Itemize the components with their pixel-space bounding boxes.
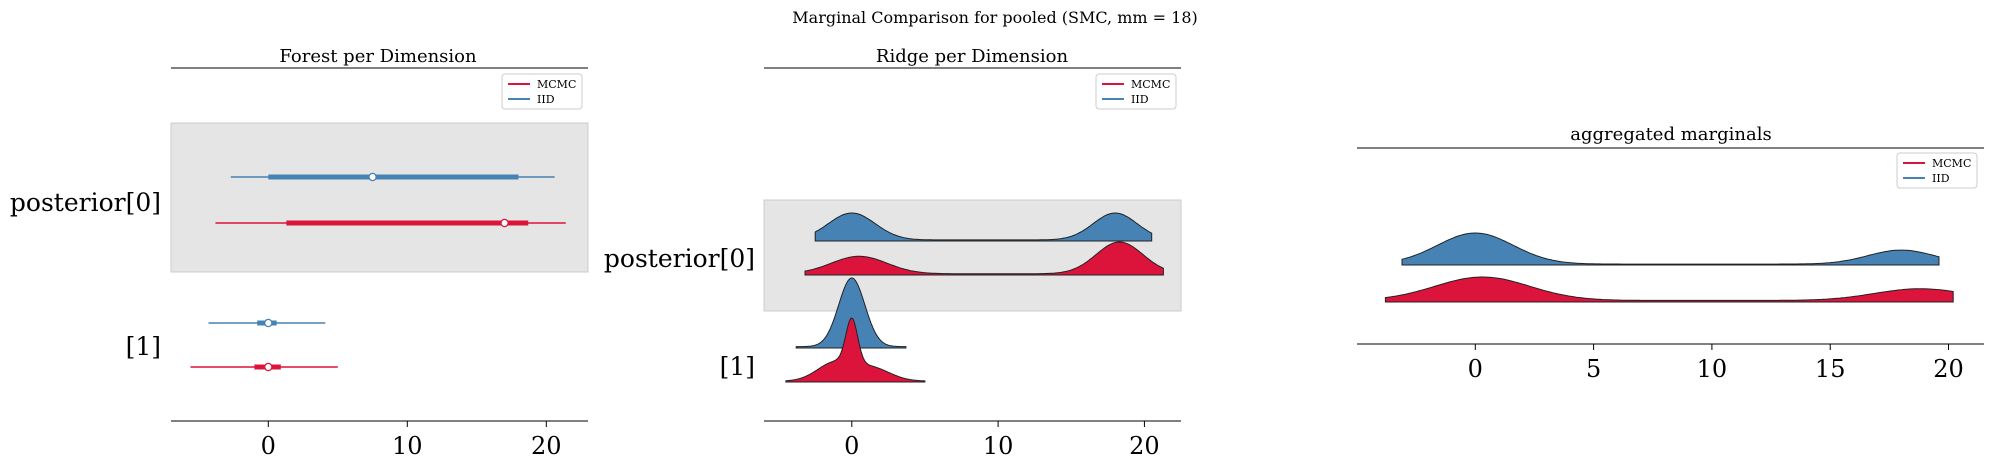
ridge-legend: MCMC IID [1095, 73, 1177, 110]
forest-highlight-band [170, 122, 589, 273]
aggregated-title: aggregated marginals [1570, 124, 1771, 145]
figure-suptitle: Marginal Comparison for pooled (SMC, mm … [792, 8, 1197, 27]
x-tick-label: 0 [844, 432, 859, 460]
legend-box [501, 73, 583, 110]
mcmc-ridge-1 [785, 317, 926, 383]
iid-ridge-0 [814, 212, 1153, 242]
aggregated-legend: MCMC IID [1896, 152, 1978, 189]
legend-mcmc-label: MCMC [537, 78, 576, 91]
legend-mcmc-label: MCMC [1932, 157, 1971, 170]
legend-iid-label: IID [1131, 93, 1149, 106]
mcmc-median-point [264, 362, 273, 372]
x-tick-label: 0 [1468, 355, 1483, 383]
ridge-ylabel-0: posterior[0] [604, 244, 755, 273]
forest-marks [190, 172, 566, 372]
x-tick-label: 5 [1586, 355, 1601, 383]
forest-panel: Forest per Dimension posterior[0] [1] 0 1… [10, 46, 589, 460]
aggregated-panel: aggregated marginals 0 5 10 15 20 MCMC IID [1357, 124, 1984, 383]
legend-box [1896, 152, 1978, 189]
mcmc-median-point [500, 218, 509, 228]
iid-median-point [368, 172, 377, 182]
x-tick-label: 20 [1129, 432, 1160, 460]
ridge-marks [785, 212, 1164, 383]
legend-iid-label: IID [1932, 172, 1950, 185]
iid-ridge-1 [795, 277, 907, 349]
ridge-xticks: 0 10 20 [844, 421, 1160, 460]
forest-ylabel-1: [1] [126, 332, 161, 361]
iid-median-point [264, 318, 273, 328]
x-tick-label: 20 [1933, 355, 1964, 383]
forest-xticks: 0 10 20 [261, 421, 562, 460]
mcmc-ridge-0 [804, 241, 1164, 276]
x-tick-label: 10 [983, 432, 1014, 460]
x-tick-label: 10 [392, 432, 423, 460]
x-tick-label: 20 [531, 432, 562, 460]
ridge-ylabel-1: [1] [720, 352, 755, 381]
x-tick-label: 10 [1697, 355, 1728, 383]
x-tick-label: 15 [1815, 355, 1846, 383]
ridge-panel: Ridge per Dimension posterior[0] [1] 0 10… [604, 46, 1182, 460]
aggregated-xticks: 0 5 10 15 20 [1468, 344, 1964, 383]
forest-title: Forest per Dimension [279, 46, 477, 67]
aggregated-marks [1384, 232, 1954, 303]
forest-legend: MCMC IID [501, 73, 583, 110]
ridge-title: Ridge per Dimension [876, 46, 1069, 67]
mcmc-density [1384, 276, 1954, 303]
legend-mcmc-label: MCMC [1131, 78, 1170, 91]
x-tick-label: 0 [261, 432, 276, 460]
iid-density [1401, 232, 1940, 266]
legend-iid-label: IID [537, 93, 555, 106]
forest-ylabel-0: posterior[0] [10, 188, 161, 217]
legend-box [1095, 73, 1177, 110]
